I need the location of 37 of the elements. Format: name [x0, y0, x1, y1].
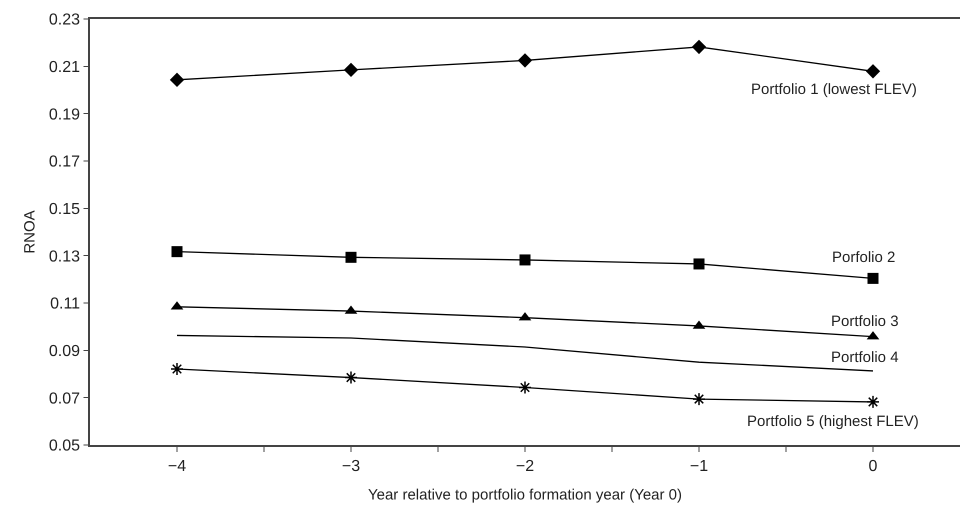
x-tick-label: 0 — [868, 458, 878, 475]
point — [692, 40, 706, 54]
point — [692, 392, 706, 406]
point — [866, 64, 880, 78]
x-axis-title: Year relative to portfolio formation year (Year 0) — [368, 486, 682, 504]
point — [170, 362, 184, 376]
point — [520, 254, 530, 266]
x-tick-label: −2 — [516, 458, 534, 475]
series-label: Portfolio 4 — [831, 349, 899, 366]
series-label: Portfolio 5 (highest FLEV) — [747, 413, 919, 430]
y-tick-label: 0.09 — [48, 342, 80, 360]
point — [694, 258, 704, 270]
point — [518, 380, 532, 394]
point — [518, 53, 532, 68]
series-label: Portfolio 1 (lowest FLEV) — [751, 81, 917, 98]
y-tick-label: 0.13 — [48, 248, 80, 266]
point — [172, 246, 182, 258]
series-label: Porfolio 2 — [832, 249, 896, 266]
point — [868, 272, 878, 284]
y-tick-label: 0.07 — [48, 390, 80, 408]
point — [170, 72, 184, 87]
point — [866, 395, 880, 409]
x-tick-label: −4 — [168, 458, 186, 475]
y-tick-label: 0.19 — [48, 106, 80, 124]
y-tick-label: 0.15 — [48, 200, 80, 218]
y-axis-title: RNOA — [22, 210, 39, 254]
x-tick-label: −3 — [342, 458, 360, 475]
y-tick-label: 0.11 — [50, 296, 80, 313]
point — [344, 370, 358, 384]
point — [344, 62, 358, 78]
x-tick-label: −1 — [690, 458, 708, 475]
y-tick-label: 0.23 — [48, 12, 80, 29]
y-tick-label: 0.21 — [48, 58, 80, 76]
series-label: Portfolio 3 — [831, 313, 899, 330]
point — [346, 252, 356, 263]
y-tick-label: 0.17 — [48, 154, 80, 171]
y-tick-label: 0.05 — [48, 438, 80, 455]
